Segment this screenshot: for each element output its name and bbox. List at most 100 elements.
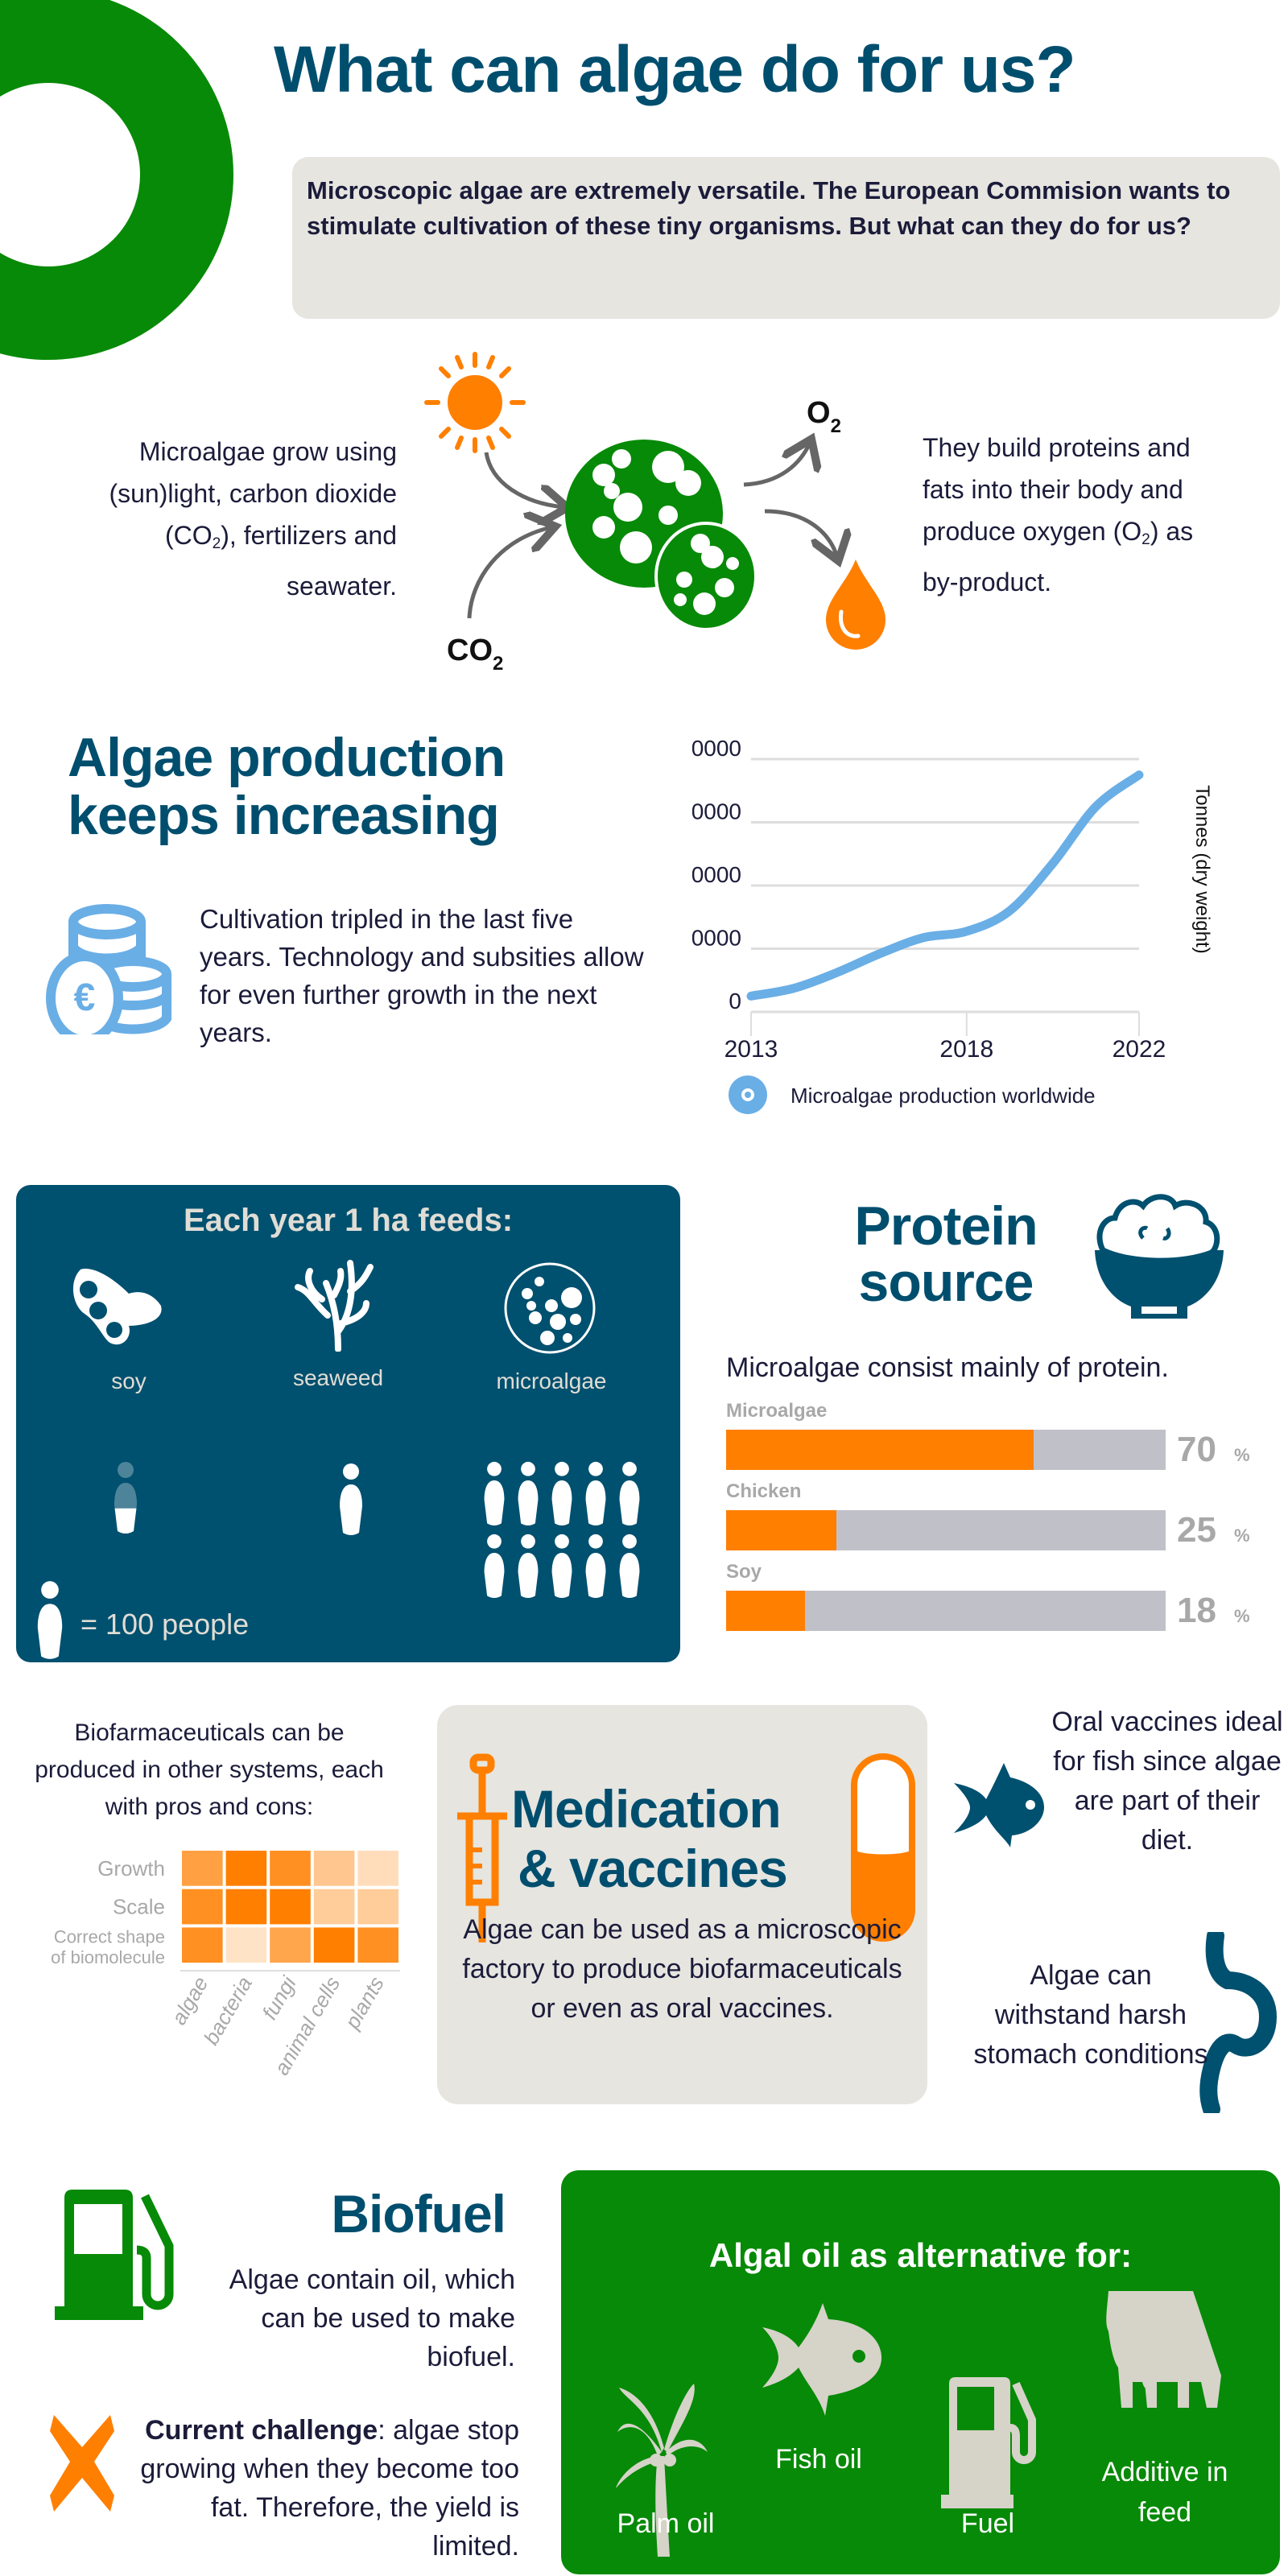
heatmap-cell (225, 1851, 267, 1886)
y-tick-label: 40000 (692, 862, 741, 887)
heatmap-column-label: fungi (258, 1971, 302, 2024)
person-icon (518, 1461, 539, 1525)
feed-label-microalgae: microalgae (496, 1368, 607, 1393)
alternatives-panel: Algal oil as alternative for: Fish oil A… (561, 2170, 1280, 2574)
production-title: Algae production keeps increasing (68, 727, 506, 846)
biofuel-title: Biofuel (331, 2184, 506, 2244)
y-tick-label: 20000 (692, 926, 741, 951)
bar-label: Microalgae (726, 1400, 828, 1422)
biofuel-challenge: Current challenge: algae stop growing wh… (140, 2415, 519, 2562)
person-icon (551, 1461, 572, 1525)
stomach-icon (1199, 1932, 1278, 2113)
heatmap-column-label: algae (167, 1972, 213, 2029)
heatmap-cell (225, 1889, 267, 1925)
co2-label: CO2 (447, 634, 503, 675)
process-arrows (467, 443, 837, 619)
heatmap-row-label: Correct shape (54, 1926, 165, 1946)
bar-value: 70 (1177, 1430, 1216, 1469)
person-icon (518, 1534, 539, 1598)
people-seaweed (336, 1462, 365, 1540)
biopharma-text: Biofarmaceuticals can be produced in oth… (35, 1719, 384, 1820)
intro-panel: Microscopic algae are extremely versatil… (292, 157, 1280, 319)
person-icon (619, 1534, 640, 1598)
people-soy (111, 1460, 140, 1538)
production-line-chart: 0 20000 40000 60000 80000 2013 2018 2022 Tonnes … (692, 736, 1213, 1114)
growth-outputs-text: They build proteins and fats into their … (923, 433, 1194, 597)
bar-unit: % (1233, 1445, 1250, 1465)
medication-panel: Medication & vaccines Algae can be used … (437, 1705, 927, 2104)
euro-coins-icon: € (46, 904, 171, 1034)
heatmap-row-label: Growth (97, 1856, 165, 1880)
heatmap-cell (313, 1889, 355, 1925)
protein-bar-row: Soy 18% (726, 1560, 1274, 1641)
alt-label-fish-oil: Fish oil (775, 2444, 862, 2475)
x-tick-label: 2018 (939, 1036, 993, 1063)
syringe-icon (457, 1753, 507, 1942)
person-icon (484, 1534, 505, 1598)
alt-label-fuel: Fuel (960, 2508, 1015, 2539)
bar-fill (726, 1430, 1034, 1470)
heatmap-cell (357, 1851, 398, 1886)
heatmap-cell (357, 1889, 398, 1925)
feeds-panel: Each year 1 ha feeds: soy seaweed microa… (16, 1185, 680, 1662)
medication-title: Medication & vaccines (511, 1779, 788, 1898)
bar-track (726, 1430, 1166, 1470)
y-tick-label: 0 (729, 989, 741, 1013)
cow-icon (1106, 2291, 1221, 2408)
svg-text:€: € (74, 976, 96, 1019)
legend-marker (729, 1075, 767, 1114)
heatmap-column-label: plants (340, 1972, 389, 2033)
legend-label: Microalgae production worldwide (791, 1084, 1096, 1108)
feeds-title: Each year 1 ha feeds: (183, 1203, 514, 1238)
intro-text: Microscopic algae are extremely versatil… (307, 176, 1231, 240)
protein-bar-row: Microalgae 70% (726, 1399, 1274, 1480)
soybean-icon (72, 1269, 162, 1345)
medication-body: Algae can be used as a microscopic facto… (462, 1914, 902, 2024)
heatmap-cell (313, 1927, 355, 1963)
bar-fill (726, 1510, 836, 1550)
person-legend-icon (34, 1579, 66, 1664)
algae-cells-icon (565, 440, 758, 631)
fuel-icon (941, 2377, 1036, 2508)
fish-oil-icon (762, 2303, 881, 2416)
heatmap-cell (182, 1927, 223, 1963)
protein-subtitle: Microalgae consist mainly of protein. (726, 1352, 1169, 1383)
person-icon (585, 1461, 606, 1525)
rice-bowl-icon (1095, 1194, 1224, 1319)
protein-title: Protein source (854, 1195, 1038, 1313)
microalgae-icon (504, 1262, 596, 1354)
y-tick-label: 80000 (692, 736, 741, 761)
page-title: What can algae do for us? (274, 33, 1076, 106)
alt-label-additive: Additive in feed (1101, 2457, 1228, 2528)
person-icon (585, 1534, 606, 1598)
person-icon (114, 1462, 137, 1534)
people-microalgae (481, 1460, 642, 1599)
y-tick-label: 60000 (692, 799, 741, 824)
heatmap-cell (357, 1927, 398, 1963)
green-ring-decoration (0, 0, 233, 360)
heatmap-cell (270, 1889, 311, 1925)
stomach-text: Algae can withstand harsh stomach condit… (973, 1960, 1208, 2070)
person-icon (37, 1581, 63, 1659)
bar-unit: % (1233, 1606, 1250, 1626)
heatmap-cell (270, 1927, 311, 1963)
sun-icon (424, 352, 526, 453)
bar-value: 18 (1177, 1591, 1216, 1630)
bar-track (726, 1510, 1166, 1550)
seaweed-icon (295, 1260, 374, 1352)
person-icon (619, 1461, 640, 1525)
heatmap-cell (182, 1851, 223, 1886)
bar-label: Chicken (726, 1480, 802, 1502)
fuel-pump-icon (55, 2190, 174, 2320)
person-icon (340, 1463, 362, 1535)
biofuel-text: Algae contain oil, which can be used to … (229, 2264, 515, 2372)
capsule-icon (851, 1753, 915, 1942)
growth-inputs-text: Microalgae grow using (sun)light, carbon… (109, 437, 397, 601)
algae-growth-diagram: O2 CO2 (424, 352, 886, 675)
protein-bar-chart: Microalgae 70% Chicken 25% Soy 18% (726, 1399, 1274, 1641)
heatmap-cell (182, 1889, 223, 1925)
x-tick-label: 2013 (724, 1036, 778, 1063)
protein-bar-row: Chicken 25% (726, 1480, 1274, 1560)
bar-value: 25 (1177, 1510, 1216, 1550)
